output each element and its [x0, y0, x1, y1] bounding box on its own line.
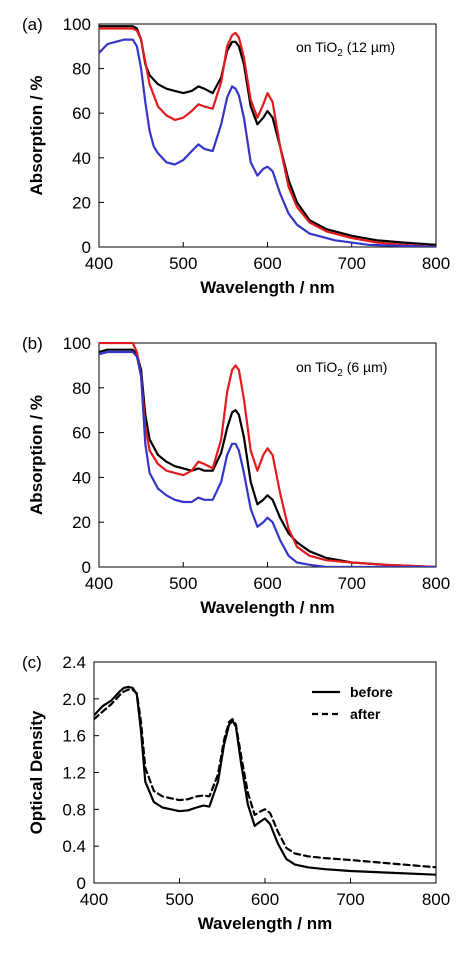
- x-axis-title: Wavelength / nm: [198, 914, 332, 933]
- y-tick-label: 80: [72, 379, 91, 398]
- panel-a: 400 500 600 700 800 0 20 40 60 80 100 Wavelength / …: [22, 15, 450, 297]
- y-tick-label: 60: [72, 104, 91, 123]
- plot-frame: [98, 23, 437, 248]
- annotation-prefix: on TiO: [296, 359, 337, 375]
- y-tick-label: 0: [77, 874, 86, 893]
- x-tick-label: 600: [251, 890, 279, 909]
- y-tick-label: 0: [82, 558, 91, 577]
- y-tick-label: 100: [63, 334, 91, 353]
- x-tick-label: 500: [169, 574, 197, 593]
- y-tick-label: 40: [72, 149, 91, 168]
- y-tick-label: 0.8: [62, 800, 86, 819]
- series-line-2: [99, 27, 436, 247]
- series-line-3: [99, 38, 436, 247]
- y-tick-label: 1.6: [62, 727, 86, 746]
- series-line-3: [99, 350, 436, 567]
- y-tick-label: 60: [72, 424, 91, 443]
- annotation: on TiO2 (12 µm): [296, 39, 395, 59]
- series-line-before: [94, 685, 436, 876]
- y-tick-label: 2.4: [62, 653, 86, 672]
- y-tick-label: 40: [72, 468, 91, 487]
- panel-label: (a): [22, 15, 43, 34]
- y-tick-label: 20: [72, 513, 91, 532]
- annotation: on TiO2 (6 µm): [296, 359, 387, 379]
- legend-label-after: after: [350, 706, 381, 722]
- annotation-suffix: (12 µm): [343, 39, 395, 55]
- y-tick-label: 0: [82, 238, 91, 257]
- y-tick-label: 1.2: [62, 764, 86, 783]
- x-tick-label: 500: [165, 890, 193, 909]
- y-axis-title: Optical Density: [27, 710, 46, 834]
- x-tick-label: 700: [338, 574, 366, 593]
- panel-label: (b): [22, 334, 43, 353]
- series-line-1: [99, 25, 436, 246]
- x-tick-label: 500: [169, 254, 197, 273]
- y-axis-title: Absorption / %: [27, 395, 46, 515]
- x-tick-label: 800: [422, 254, 450, 273]
- x-tick-label: 700: [338, 254, 366, 273]
- panel-label: (c): [22, 653, 42, 672]
- y-tick-label: 20: [72, 193, 91, 212]
- plot-frame: [98, 342, 437, 568]
- annotation-prefix: on TiO: [296, 39, 337, 55]
- series-line-2: [99, 342, 436, 567]
- annotation-subscript: 2: [337, 48, 343, 59]
- x-axis-title: Wavelength / nm: [200, 598, 334, 617]
- x-tick-label: 400: [80, 890, 108, 909]
- annotation-subscript: 2: [337, 368, 343, 379]
- panel-c: 400 500 600 700 800 0 0.4 0.8 1.2 1.6 2.0 2.4 Wavele…: [22, 653, 450, 933]
- annotation-suffix: (6 µm): [343, 359, 388, 375]
- y-tick-label: 80: [72, 60, 91, 79]
- y-axis-title: Absorption / %: [27, 76, 46, 196]
- x-tick-label: 800: [422, 574, 450, 593]
- legend-label-before: before: [350, 684, 393, 700]
- series-line-after: [94, 688, 436, 869]
- x-tick-label: 400: [85, 254, 113, 273]
- y-tick-label: 0.4: [62, 837, 86, 856]
- x-tick-label: 800: [422, 890, 450, 909]
- y-tick-label: 2.0: [62, 690, 86, 709]
- x-tick-label: 700: [336, 890, 364, 909]
- series-line-1: [99, 348, 436, 567]
- y-tick-label: 100: [63, 15, 91, 34]
- x-tick-label: 400: [85, 574, 113, 593]
- x-axis-title: Wavelength / nm: [200, 278, 334, 297]
- panel-b: 400 500 600 700 800 0 20 40 60 80 100 Wavelength / …: [22, 334, 450, 617]
- x-tick-label: 600: [253, 254, 281, 273]
- x-tick-label: 600: [253, 574, 281, 593]
